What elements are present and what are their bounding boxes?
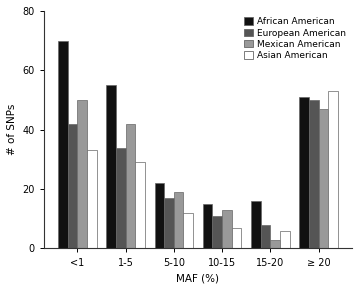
Bar — [319, 109, 328, 249]
Bar — [261, 225, 270, 249]
Bar — [174, 192, 183, 249]
Bar — [164, 198, 174, 249]
Y-axis label: # of SNPs: # of SNPs — [7, 104, 17, 155]
Bar — [232, 228, 242, 249]
Bar — [213, 216, 222, 249]
Bar — [67, 124, 77, 249]
Bar — [280, 231, 290, 249]
Bar — [126, 124, 135, 249]
Bar — [222, 210, 232, 249]
Bar — [135, 162, 145, 249]
Bar — [203, 204, 213, 249]
Bar — [106, 85, 116, 249]
X-axis label: MAF (%): MAF (%) — [177, 273, 219, 283]
Bar — [328, 91, 338, 249]
Bar — [183, 213, 193, 249]
Bar — [77, 100, 87, 249]
Bar — [251, 201, 261, 249]
Bar — [270, 240, 280, 249]
Bar — [87, 151, 97, 249]
Legend: African American, European American, Mexican American, Asian American: African American, European American, Mex… — [242, 15, 348, 62]
Bar — [154, 183, 164, 249]
Bar — [309, 100, 319, 249]
Bar — [116, 148, 126, 249]
Bar — [58, 41, 67, 249]
Bar — [299, 97, 309, 249]
